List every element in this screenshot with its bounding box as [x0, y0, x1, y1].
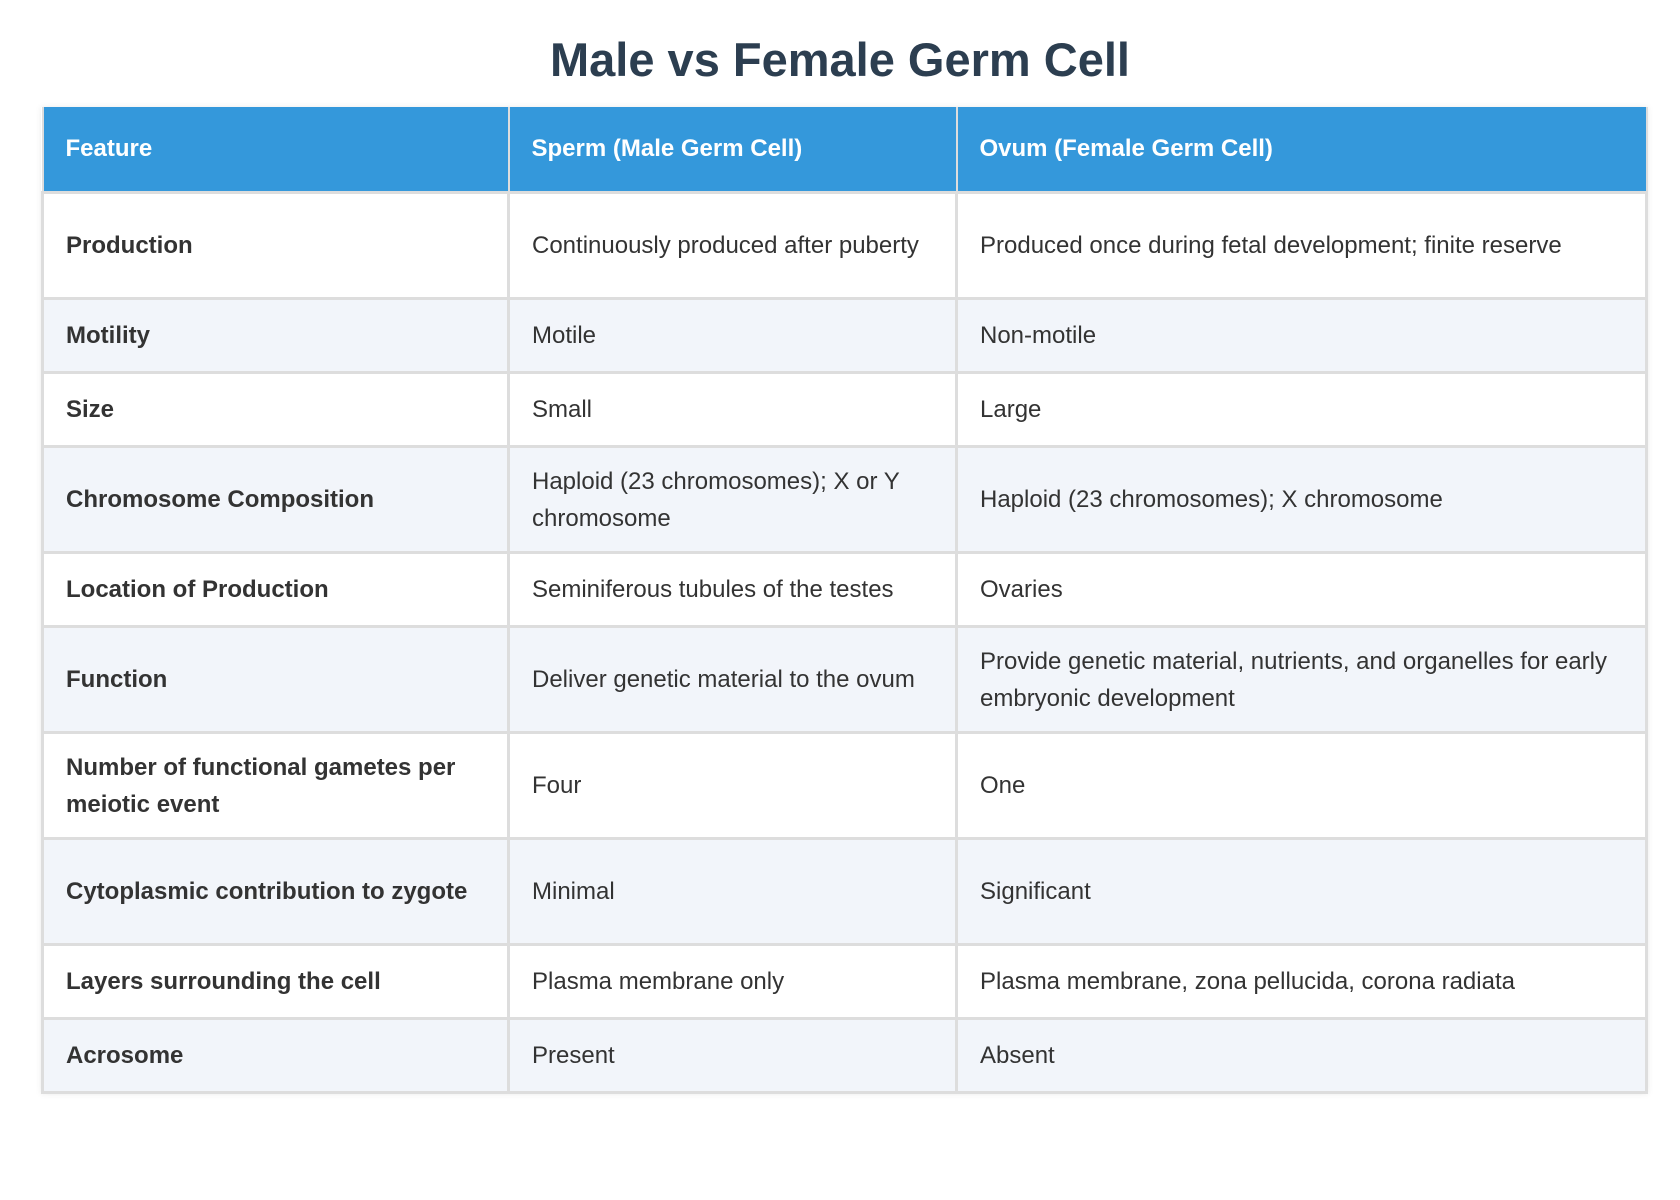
- sperm-cell: Continuously produced after puberty: [507, 191, 958, 300]
- table-row: Production Continuously produced after p…: [41, 191, 1648, 300]
- feature-cell: Location of Production: [41, 551, 510, 628]
- table-row: Location of Production Seminiferous tubu…: [41, 551, 1648, 628]
- ovum-cell: Large: [955, 371, 1648, 448]
- sperm-cell: Plasma membrane only: [507, 943, 958, 1020]
- sperm-cell: Deliver genetic material to the ovum: [507, 625, 958, 734]
- feature-cell: Number of functional gametes per meiotic…: [41, 731, 510, 840]
- ovum-cell: Non-motile: [955, 297, 1648, 374]
- ovum-cell: Haploid (23 chromosomes); X chromosome: [955, 445, 1648, 554]
- feature-cell: Layers surrounding the cell: [41, 943, 510, 1020]
- feature-cell: Production: [41, 191, 510, 300]
- sperm-cell: Four: [507, 731, 958, 840]
- feature-cell: Chromosome Composition: [41, 445, 510, 554]
- ovum-cell: Ovaries: [955, 551, 1648, 628]
- table-row: Number of functional gametes per meiotic…: [41, 731, 1648, 840]
- table-row: Chromosome Composition Haploid (23 chrom…: [41, 445, 1648, 554]
- ovum-cell: One: [955, 731, 1648, 840]
- table-row: Layers surrounding the cell Plasma membr…: [41, 943, 1648, 1020]
- ovum-cell: Plasma membrane, zona pellucida, corona …: [955, 943, 1648, 1020]
- column-header-feature: Feature: [41, 107, 510, 194]
- ovum-cell: Produced once during fetal development; …: [955, 191, 1648, 300]
- ovum-cell: Absent: [955, 1017, 1648, 1094]
- comparison-table: Feature Sperm (Male Germ Cell) Ovum (Fem…: [41, 107, 1648, 1094]
- feature-cell: Cytoplasmic contribution to zygote: [41, 837, 510, 946]
- table-header-row: Feature Sperm (Male Germ Cell) Ovum (Fem…: [41, 107, 1648, 194]
- column-header-sperm: Sperm (Male Germ Cell): [507, 107, 958, 194]
- feature-cell: Motility: [41, 297, 510, 374]
- feature-cell: Acrosome: [41, 1017, 510, 1094]
- sperm-cell: Minimal: [507, 837, 958, 946]
- feature-cell: Size: [41, 371, 510, 448]
- sperm-cell: Small: [507, 371, 958, 448]
- table-row: Function Deliver genetic material to the…: [41, 625, 1648, 734]
- table-row: Size Small Large: [41, 371, 1648, 448]
- column-header-ovum: Ovum (Female Germ Cell): [955, 107, 1648, 194]
- table-row: Cytoplasmic contribution to zygote Minim…: [41, 837, 1648, 946]
- sperm-cell: Present: [507, 1017, 958, 1094]
- ovum-cell: Provide genetic material, nutrients, and…: [955, 625, 1648, 734]
- feature-cell: Function: [41, 625, 510, 734]
- sperm-cell: Seminiferous tubules of the testes: [507, 551, 958, 628]
- sperm-cell: Haploid (23 chromosomes); X or Y chromos…: [507, 445, 958, 554]
- table-row: Acrosome Present Absent: [41, 1017, 1648, 1094]
- page-title: Male vs Female Germ Cell: [550, 33, 1130, 86]
- ovum-cell: Significant: [955, 837, 1648, 946]
- sperm-cell: Motile: [507, 297, 958, 374]
- table-row: Motility Motile Non-motile: [41, 297, 1648, 374]
